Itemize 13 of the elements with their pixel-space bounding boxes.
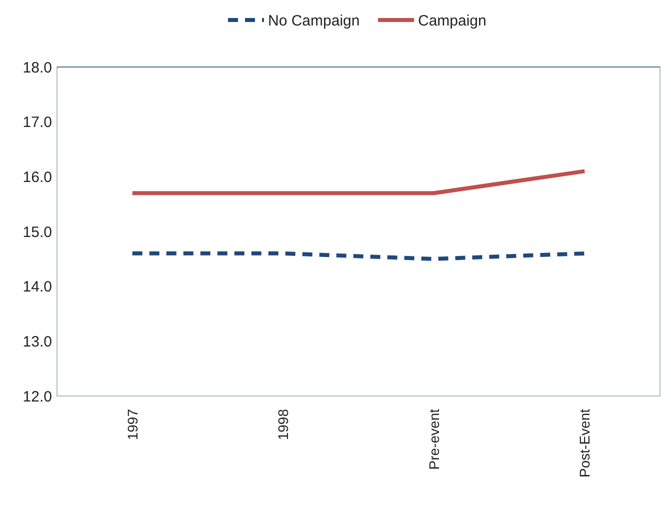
x-tick-label: 1998	[275, 408, 292, 440]
y-tick-label: 17.0	[22, 114, 52, 132]
y-tick-label: 15.0	[22, 224, 52, 241]
y-tick-label: 18.0	[22, 59, 52, 76]
y-tick-label: 13.0	[22, 333, 52, 350]
x-tick-label: Post-Event	[576, 408, 593, 478]
y-tick-label: 12.0	[22, 388, 52, 406]
legend-label: No Campaign	[268, 12, 360, 30]
x-tick-label: Pre-event	[426, 408, 442, 470]
legend-label: Campaign	[418, 12, 486, 30]
x-tick-label: 1997	[124, 408, 140, 440]
y-tick-label: 14.0	[22, 278, 52, 296]
y-tick-label: 16.0	[22, 168, 52, 186]
